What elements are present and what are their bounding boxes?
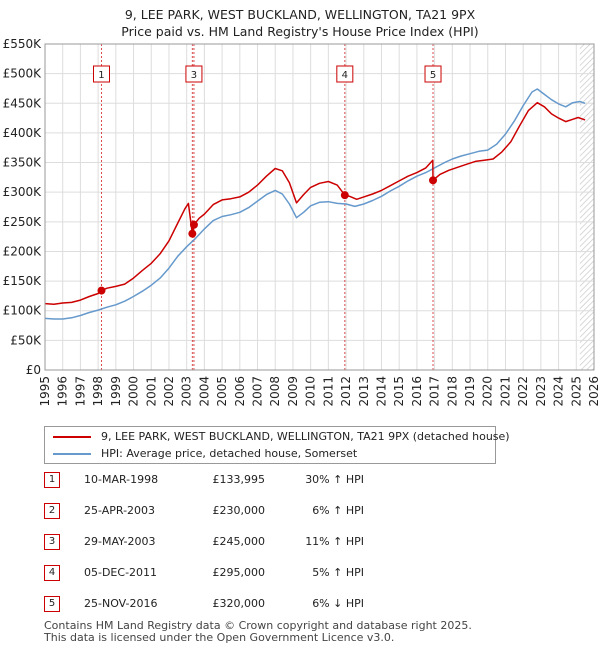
sale-row-1: 1 10-MAR-1998 £133,995 30% ↑ HPI [44,468,584,492]
sale-hpi-diff: 6% ↓ HPI [312,597,364,610]
hpi-series-line [44,88,586,320]
y-tick-label: £450K [3,96,43,110]
sale-hpi-diff: 5% ↑ HPI [312,566,364,579]
y-tick-label: £500K [3,67,43,81]
legend-label-property: 9, LEE PARK, WEST BUCKLAND, WELLINGTON, … [101,430,510,443]
x-tick-label: 2013 [357,376,371,407]
sale-row-5: 5 25-NOV-2016 £320,000 6% ↓ HPI [44,592,584,616]
y-tick-label: £250K [3,215,43,229]
x-tick-label: 2006 [233,376,247,407]
y-tick-label: £100K [3,304,43,318]
sale-row-3: 3 29-MAY-2003 £245,000 11% ↑ HPI [44,530,584,554]
x-tick-label: 2002 [162,376,176,407]
y-tick-label: £550K [3,37,43,51]
x-tick-label: 2008 [268,376,282,407]
sale-price: £230,000 [212,504,266,517]
sale-label-box [185,65,203,83]
x-tick-label: 2001 [144,376,158,407]
sale-price: £245,000 [212,535,266,548]
x-tick-label: 2024 [552,376,566,407]
y-tick-label: £300K [3,185,43,199]
x-tick-label: 2003 [180,376,194,407]
sale-price: £133,995 [212,473,266,486]
x-tick-label: 2015 [392,376,406,407]
legend-swatch-property [53,436,91,438]
sale-label-box [424,65,442,83]
y-tick-label: £150K [3,274,43,288]
sale-row-4: 4 05-DEC-2011 £295,000 5% ↑ HPI [44,561,584,585]
x-tick-label: 2007 [251,376,265,407]
title-line-2: Price paid vs. HM Land Registry's House … [121,24,479,39]
sale-date: 25-NOV-2016 [84,597,158,610]
sale-hpi-diff: 30% ↑ HPI [305,473,364,486]
x-tick-label: 2019 [463,376,477,407]
plot-area [45,44,594,370]
sale-label-box [336,65,354,83]
sale-price: £320,000 [212,597,266,610]
x-tick-label: 2016 [410,376,424,407]
plot-frame [44,43,595,371]
sale-number-box: 2 [44,503,60,519]
x-tick-label: 2026 [587,376,600,407]
sale-number-box: 3 [44,534,60,550]
sale-marker [340,191,349,200]
x-tick-label: 2017 [428,376,442,407]
x-tick-label: 2023 [534,376,548,407]
y-tick-label: £0 [26,363,41,377]
x-tick-label: 1998 [91,376,105,407]
sale-marker [189,220,198,229]
x-tick-label: 2000 [127,376,141,407]
sale-label-number: 5 [430,70,436,81]
footer-line-2: This data is licensed under the Open Gov… [44,631,395,644]
x-tick-label: 1996 [56,376,70,407]
x-tick-label: 2025 [569,376,583,407]
property-series-line [44,101,586,305]
y-tick-label: £50K [10,333,42,347]
forecast-hatch [579,44,594,370]
sale-label-number: 4 [342,70,348,81]
x-tick-label: 1997 [73,376,87,407]
x-tick-label: 2020 [481,376,495,407]
sale-label-box [92,65,110,83]
x-tick-label: 2009 [286,376,300,407]
x-tick-label: 2011 [321,376,335,407]
x-tick-label: 2005 [215,376,229,407]
sale-hpi-diff: 11% ↑ HPI [305,535,364,548]
sale-marker [188,229,197,238]
y-tick-label: £200K [3,244,43,258]
sale-hpi-diff: 6% ↑ HPI [312,504,364,517]
sale-number-box: 5 [44,596,60,612]
x-tick-label: 2012 [339,376,353,407]
sale-price: £295,000 [212,566,266,579]
x-tick-label: 2004 [197,376,211,407]
x-tick-label: 2018 [445,376,459,407]
sale-number-box: 4 [44,565,60,581]
sale-row-2: 2 25-APR-2003 £230,000 6% ↑ HPI [44,499,584,523]
sale-marker [97,286,106,295]
footer-line-1: Contains HM Land Registry data © Crown c… [44,619,472,632]
chart-title: 9, LEE PARK, WEST BUCKLAND, WELLINGTON, … [0,6,600,40]
sale-date: 29-MAY-2003 [84,535,156,548]
legend-label-hpi: HPI: Average price, detached house, Some… [101,447,358,460]
legend-swatch-hpi [53,453,91,455]
sale-date: 05-DEC-2011 [84,566,158,579]
sale-label-number: 3 [191,70,197,81]
x-tick-label: 2022 [516,376,530,407]
x-tick-label: 1999 [109,376,123,407]
sale-date: 10-MAR-1998 [84,473,159,486]
price-chart: £0 £50K £100K £150K £200K £250K £300K £350K £400… [3,37,600,407]
x-tick-label: 2014 [374,376,388,407]
x-tick-label: 2010 [304,376,318,407]
footer: Contains HM Land Registry data © Crown c… [44,620,472,644]
x-tick-label: 1995 [38,376,52,407]
x-tick-label: 2021 [498,376,512,407]
sale-label-number: 1 [98,70,104,81]
sale-marker [429,176,438,185]
sale-date: 25-APR-2003 [84,504,156,517]
y-tick-label: £400K [3,126,43,140]
sale-number-box: 1 [44,472,60,488]
y-tick-label: £350K [3,156,43,170]
legend: 9, LEE PARK, WEST BUCKLAND, WELLINGTON, … [44,426,510,464]
title-line-1: 9, LEE PARK, WEST BUCKLAND, WELLINGTON, … [124,7,476,22]
